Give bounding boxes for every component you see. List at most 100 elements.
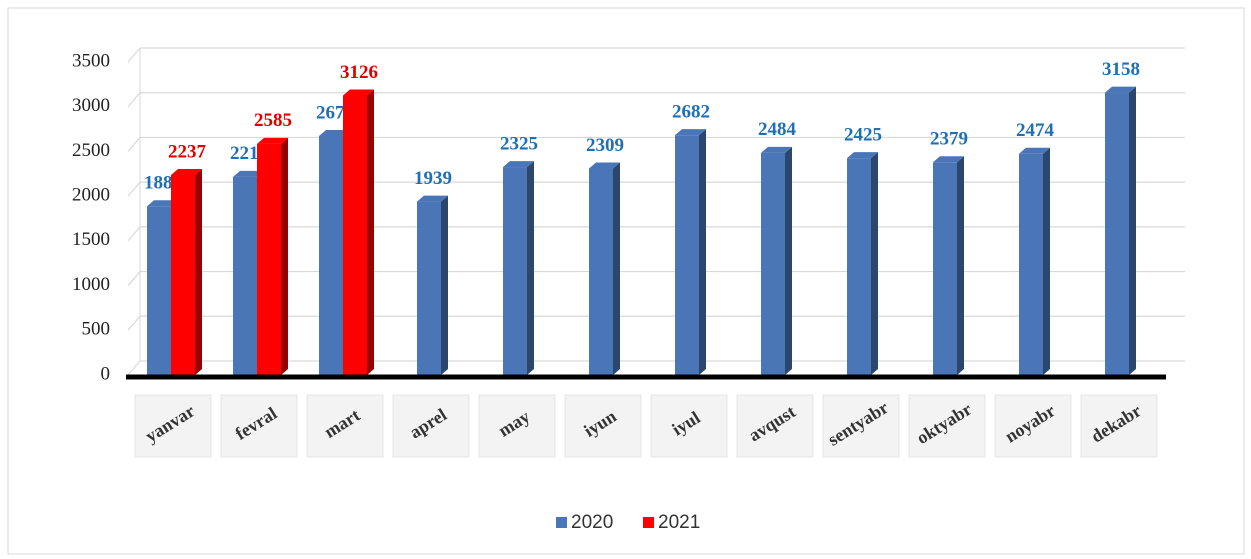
grid-line-side [127,226,141,242]
x-tick-box: sentyabr [822,394,900,458]
bar [761,152,785,375]
x-tick-box: oktyabr [908,394,986,458]
bar-side [785,146,792,375]
value-label: 2425 [844,124,882,145]
value-label: 2474 [1016,120,1055,141]
x-tick-shadow [392,394,470,458]
bar-top [503,161,534,168]
x-tick-box: noyabr [994,394,1072,458]
x-tick-box: mart [306,394,384,458]
x-tick-shadow [822,394,900,458]
bar-side [871,152,878,375]
y-tick-label: 2500 [72,140,110,161]
x-tick-box: iyun [564,394,642,458]
value-label: 2379 [930,129,968,150]
bar-top [761,146,792,153]
bar-side [1043,147,1050,375]
bar-top [171,168,202,175]
x-tick-shadow [306,394,384,458]
grid-line-side [127,92,141,108]
bar-side [699,129,706,375]
bar-top [147,200,178,207]
x-tick-shadow [736,394,814,458]
x-tick-shadow [1080,394,1158,458]
bar [233,176,257,375]
bar [171,174,195,375]
bar-side [1129,86,1136,376]
value-label: 1939 [414,168,452,189]
legend-swatch [643,517,654,528]
y-tick-label: 1500 [72,229,110,250]
x-tick-shadow [134,394,212,458]
bar [675,135,699,375]
bar-top [1105,86,1136,93]
x-tick-box: may [478,394,556,458]
x-tick-box: aprel [392,394,470,458]
bar [503,167,527,375]
bar [319,135,343,375]
bar-top [847,152,878,159]
bar-side [441,195,448,375]
x-tick-shadow [650,394,728,458]
bar-side [613,162,620,375]
bar [417,201,441,375]
value-label: 2484 [758,119,797,140]
bar-top [933,156,964,163]
x-tick-box: yanvar [134,394,212,458]
bar [1105,92,1129,376]
legend-label: 2021 [658,512,700,533]
x-tick-shadow [908,394,986,458]
y-tick-label: 3500 [72,50,110,71]
legend-label: 2020 [571,512,613,533]
grid-line-side [127,137,141,152]
x-tick-shadow [564,394,642,458]
x-tick-shadow [994,394,1072,458]
bar [933,162,957,375]
bar-top [417,195,448,202]
bar-side [195,168,202,375]
x-tick-shadow [478,394,556,458]
bar [147,206,171,375]
bar-side [527,161,534,375]
grid-line-side [127,181,141,197]
value-label: 2325 [500,133,538,154]
grid-line-side [127,360,141,376]
bar-top [257,137,288,144]
grid-line-side [127,271,141,286]
x-tick-box: avqust [736,394,814,458]
value-label: 3126 [340,62,378,83]
bar-top [589,162,620,169]
x-tick-box: iyul [650,394,728,458]
bar-side [957,156,964,375]
bar-top [233,170,264,177]
grid-line-side [127,47,141,63]
legend: 2020 2021 [556,512,700,533]
x-tick-box: fevral [220,394,298,458]
bar [343,95,367,375]
y-tick-label: 0 [101,363,111,384]
value-label: 2682 [672,102,710,123]
value-label: 2585 [254,110,292,131]
bar-top [675,129,706,136]
y-tick-label: 500 [82,319,111,340]
y-tick-label: 2000 [72,185,110,206]
value-label: 2309 [586,135,624,156]
y-tick-label: 1000 [72,274,110,295]
x-tick-shadow [220,394,298,458]
value-label: 2237 [168,141,207,162]
x-tick-box: dekabr [1080,394,1158,458]
legend-swatch [556,517,567,528]
bar-top [1019,147,1050,154]
bar [257,143,281,375]
bar-side [367,89,374,375]
bar [1019,153,1043,375]
bar-top [319,129,350,136]
y-tick-label: 3000 [72,95,110,116]
bar [589,168,613,375]
bar-top [343,89,374,96]
bar-side [281,137,288,375]
grid-line-side [127,315,141,331]
value-label: 3158 [1102,59,1140,80]
bar [847,158,871,375]
